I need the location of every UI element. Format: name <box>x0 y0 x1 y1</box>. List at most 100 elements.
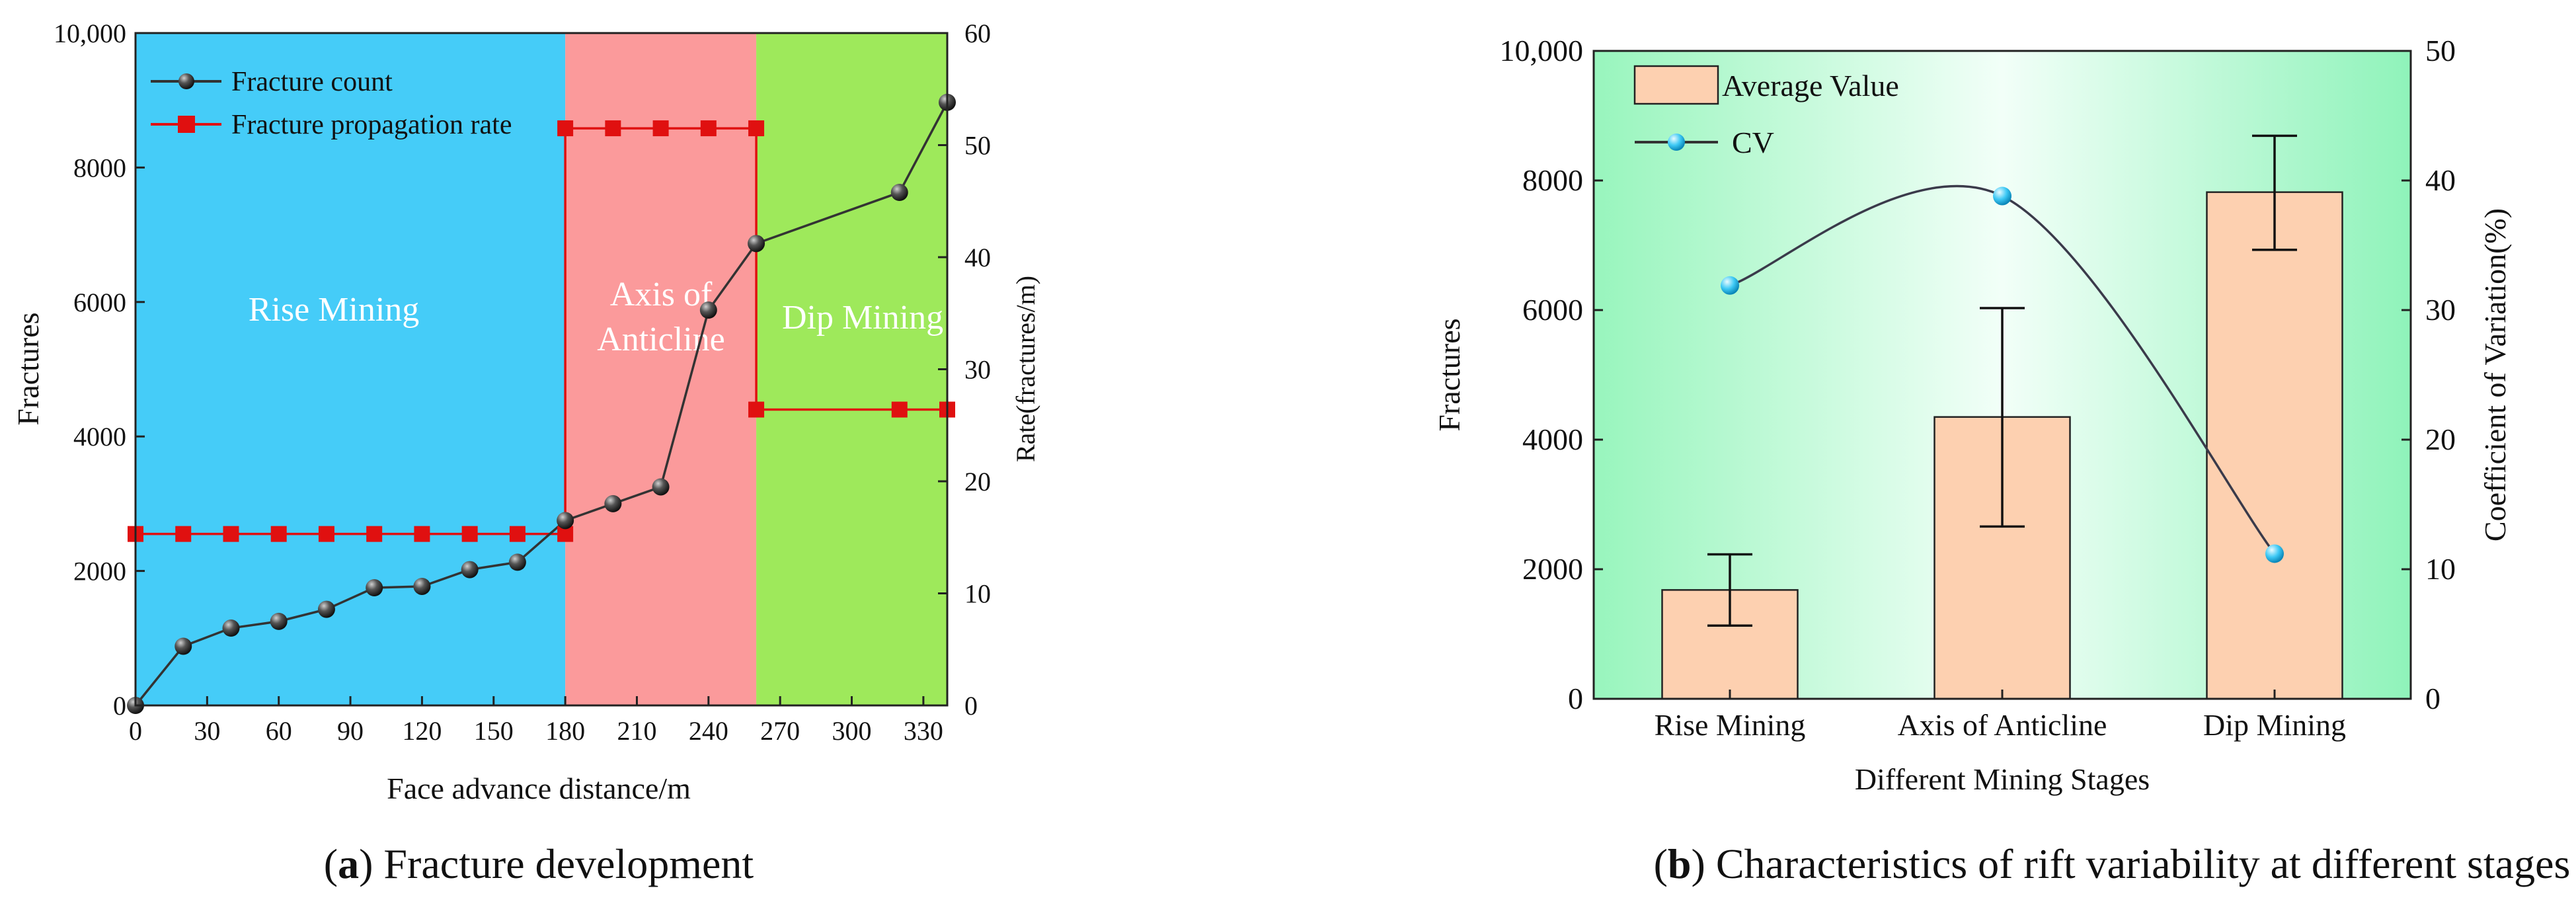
panel-a-y2-axis-title: Rate(fractures/m) <box>1011 276 1040 462</box>
panel-a-legend: Fracture count Fracture propagation rate <box>151 67 512 140</box>
legend-cv-label: CV <box>1732 126 1774 159</box>
panel-a-chart: Rise Mining Axis of Anticline Dip Mining… <box>11 19 1040 805</box>
propagation-rate-point-5 <box>366 526 383 542</box>
a-ytick-label-1: 2000 <box>73 557 126 586</box>
legend-propagation-rate-marker <box>178 116 195 133</box>
b-y2tick-label-4: 40 <box>2425 163 2456 197</box>
cv-point-1 <box>1993 186 2011 206</box>
propagation-rate-point-8 <box>509 526 526 542</box>
panel-b-chart: Rise Mining Axis of Anticline Dip Mining 0 2… <box>1432 34 2512 796</box>
fracture-count-point-12 <box>699 301 717 319</box>
a-xtick-label-4: 120 <box>402 716 442 746</box>
fracture-count-point-11 <box>652 478 670 496</box>
fracture-count-point-2 <box>222 619 240 637</box>
propagation-rate-point-4 <box>318 526 334 542</box>
fracture-count-line <box>134 101 949 707</box>
b-ytick-label-2: 4000 <box>1522 422 1583 456</box>
b-y2tick-label-1: 10 <box>2425 552 2456 586</box>
b-y2tick-label-3: 30 <box>2425 293 2456 327</box>
region-label-axis-line2: Anticline <box>597 321 725 358</box>
fracture-count-point-14 <box>890 184 908 202</box>
legend-average-value-swatch <box>1633 65 1719 105</box>
region-label-dip-mining: Dip Mining <box>782 299 943 337</box>
b-category-label-2: Dip Mining <box>2203 708 2346 742</box>
a-y2tick-label-3: 30 <box>964 355 991 385</box>
cv-point-2 <box>2265 544 2284 563</box>
legend-fracture-count-marker <box>178 73 194 89</box>
a-xtick-label-2: 60 <box>266 716 292 746</box>
propagation-rate-line <box>136 127 947 536</box>
b-category-label-0: Rise Mining <box>1655 708 1806 742</box>
a-xtick-label-11: 330 <box>904 716 943 746</box>
fracture-count-point-4 <box>317 600 335 618</box>
cv-line <box>1729 184 2276 555</box>
propagation-rate-point-3 <box>270 526 287 542</box>
fracture-count-point-5 <box>366 579 383 597</box>
a-y2tick-label-2: 20 <box>964 467 991 497</box>
propagation-rate-point-11 <box>605 120 621 137</box>
fracture-count-point-6 <box>413 577 431 595</box>
region-2-fill <box>756 33 947 705</box>
cv-point-0 <box>1721 276 1739 295</box>
legend-fracture-count-label: Fracture count <box>231 67 393 97</box>
a-y2tick-label-0: 0 <box>964 691 978 721</box>
propagation-rate-point-13 <box>700 120 717 137</box>
a-xtick-label-1: 30 <box>194 716 220 746</box>
propagation-rate-point-16 <box>891 401 908 418</box>
panel-b-x-axis-title: Different Mining Stages <box>1855 762 2150 796</box>
a-xtick-label-6: 180 <box>545 716 585 746</box>
a-ytick-label-0: 0 <box>113 691 126 721</box>
average-value-bar-2 <box>2206 191 2343 700</box>
fracture-count-point-13 <box>748 235 765 253</box>
panel-a-y-axis-title: Fractures <box>11 312 45 425</box>
propagation-rate-point-14 <box>748 120 765 137</box>
a-xtick-label-5: 150 <box>474 716 514 746</box>
caption-b: (b) Characteristics of rift variability … <box>1654 840 2571 887</box>
panel-b-legend: Average Value CV <box>1633 65 1899 159</box>
b-category-label-1: Axis of Anticline <box>1898 708 2107 742</box>
b-ytick-label-3: 6000 <box>1522 293 1583 327</box>
caption-a: (a) Fracture development <box>324 840 754 887</box>
a-xtick-label-3: 90 <box>337 716 364 746</box>
a-y2tick-label-1: 10 <box>964 579 991 609</box>
panel-b-y-axis-title: Fractures <box>1432 318 1466 431</box>
fracture-count-point-3 <box>270 612 288 630</box>
fracture-count-point-1 <box>175 637 192 655</box>
a-y2tick-label-6: 60 <box>964 19 991 48</box>
b-ytick-label-1: 2000 <box>1522 552 1583 586</box>
propagation-rate-point-15 <box>748 401 765 418</box>
region-1-fill <box>565 33 757 705</box>
a-y2tick-label-5: 50 <box>964 131 991 161</box>
caption-a-text: Fracture development <box>373 840 754 887</box>
fracture-count-point-10 <box>604 495 622 512</box>
panel-a-x-axis-title: Face advance distance/m <box>387 772 691 805</box>
propagation-rate-point-7 <box>461 526 478 542</box>
b-y2tick-label-0: 0 <box>2425 682 2440 715</box>
b-ytick-label-4: 8000 <box>1522 163 1583 197</box>
region-0-fill <box>136 33 566 705</box>
region-label-axis-line1: Axis of <box>610 276 713 313</box>
a-xtick-label-10: 300 <box>832 716 872 746</box>
a-ytick-label-3: 6000 <box>73 288 126 317</box>
region-label-rise-mining: Rise Mining <box>249 291 420 329</box>
a-xtick-label-0: 0 <box>129 716 142 746</box>
a-ytick-label-5: 10,000 <box>54 19 126 48</box>
propagation-rate-point-12 <box>652 120 669 137</box>
fracture-count-point-7 <box>461 561 479 578</box>
legend-average-value-label: Average Value <box>1722 69 1899 102</box>
legend-propagation-rate-label: Fracture propagation rate <box>231 110 512 140</box>
a-xtick-label-8: 240 <box>689 716 728 746</box>
caption-a-letter: a <box>338 840 359 887</box>
a-xtick-label-7: 210 <box>617 716 656 746</box>
a-ytick-label-2: 4000 <box>73 422 126 452</box>
fracture-count-point-8 <box>508 553 526 571</box>
a-xtick-label-9: 270 <box>760 716 800 746</box>
b-ytick-label-5: 10,000 <box>1500 34 1584 67</box>
fracture-count-point-9 <box>557 512 574 530</box>
legend-cv-marker <box>1668 134 1685 151</box>
propagation-rate-point-6 <box>414 526 430 542</box>
a-y2tick-label-4: 40 <box>964 243 991 272</box>
propagation-rate-point-1 <box>175 526 192 542</box>
a-ytick-label-4: 8000 <box>73 153 126 182</box>
